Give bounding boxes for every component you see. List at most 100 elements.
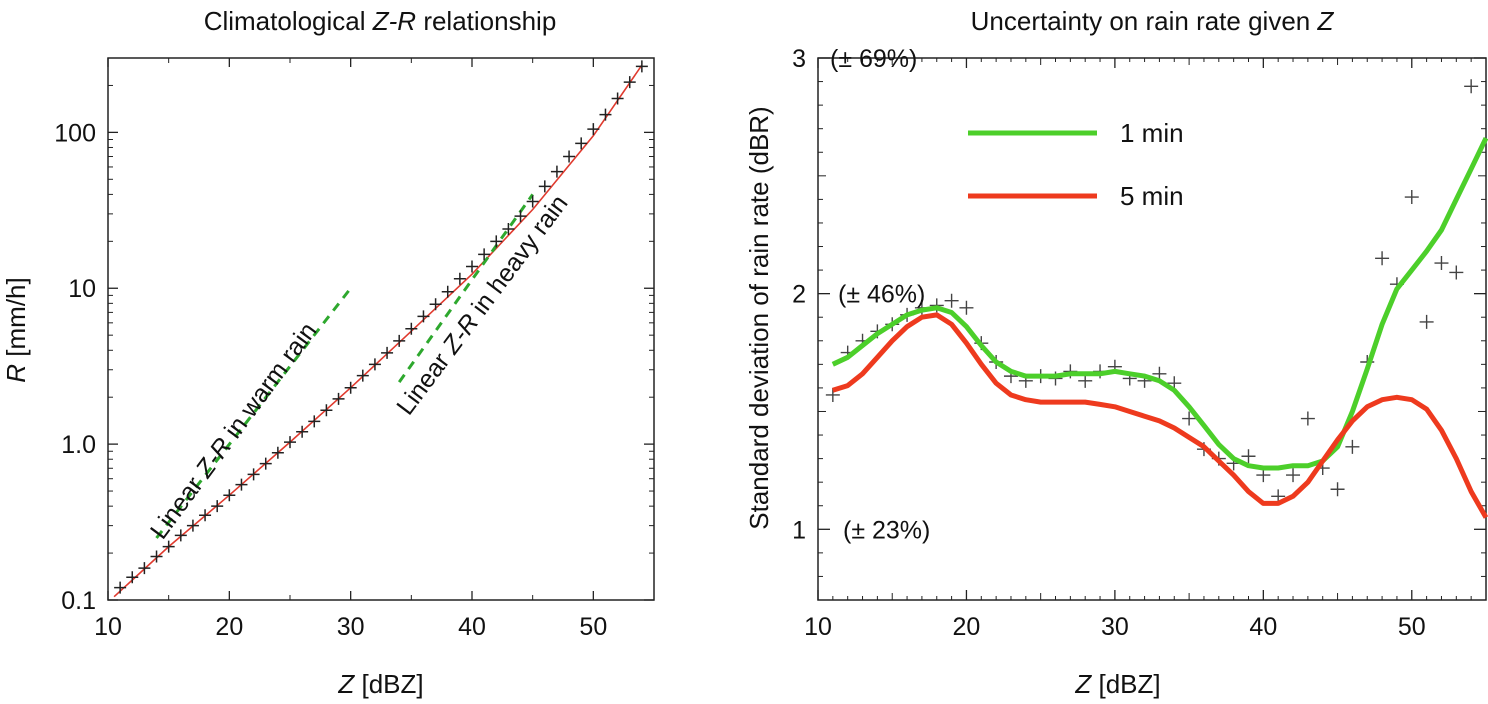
legend-label: 5 min (1120, 181, 1184, 211)
left-y-axis-label: R [mm/h] (1, 277, 31, 382)
x-tick-label: 30 (337, 613, 365, 641)
uncertainty-panel: Uncertainty on rain rate given Z 10 20 30 4… (744, 6, 1488, 699)
data-point-marker (514, 210, 527, 223)
x-tick-label: 50 (1398, 613, 1426, 641)
data-point-marker (635, 60, 648, 73)
data-point-marker (1404, 190, 1419, 205)
series-5-min-line (832, 312, 1488, 519)
data-point-marker (1300, 411, 1315, 426)
y-tick-label: 0.1 (61, 587, 96, 615)
data-point-marker (138, 562, 151, 575)
data-point-marker (1375, 251, 1390, 266)
data-point-marker (223, 489, 236, 502)
data-point-marker (1464, 79, 1479, 94)
percent-annotation: (± 46%) (838, 281, 925, 309)
data-point-marker (259, 457, 272, 470)
data-point-marker (114, 581, 127, 594)
x-tick-label: 20 (215, 613, 243, 641)
data-point-marker (1330, 482, 1345, 497)
data-point-marker (296, 425, 309, 438)
data-point-marker (186, 519, 199, 532)
data-point-marker (405, 322, 418, 335)
data-point-marker (284, 436, 296, 449)
x-tick-label: 10 (94, 613, 122, 641)
right-chart-title: Uncertainty on rain rate given Z (971, 6, 1335, 36)
percent-annotation: (± 69%) (830, 45, 917, 73)
data-point-marker (247, 468, 260, 481)
data-point-marker (1286, 468, 1301, 483)
left-axis-ticks: 10 20 30 40 50 0.1 1.0 10 100 (54, 57, 654, 641)
y-tick-label: 100 (54, 119, 96, 147)
zr-relationship-panel: Climatological Z-R relationship 10 20 30 40… (1, 6, 655, 699)
left-x-axis-label: Z [dBZ] (337, 669, 423, 699)
data-point-marker (623, 76, 636, 89)
data-point-marker (199, 509, 212, 522)
x-tick-label: 10 (804, 613, 832, 641)
data-point-marker (959, 300, 974, 315)
zr-fit-line (113, 64, 643, 598)
right-axis-ticks: 10 20 30 40 50 1 2 3 (792, 45, 1486, 641)
data-point-marker (1182, 411, 1197, 426)
data-point-marker (162, 540, 175, 553)
legend-label: 1 min (1120, 118, 1184, 148)
series-1-min-line (831, 137, 1488, 471)
left-plot-series (113, 60, 648, 598)
x-tick-label: 50 (579, 613, 607, 641)
data-point-marker (466, 260, 478, 273)
data-point-marker (174, 529, 187, 542)
data-point-marker (587, 123, 600, 136)
right-plot-series (825, 79, 1488, 519)
data-point-marker (1434, 256, 1449, 271)
data-point-marker (1419, 314, 1434, 329)
data-point-marker (1449, 265, 1464, 280)
data-point-marker (308, 415, 321, 428)
y-tick-label: 1 (792, 516, 806, 544)
data-point-marker (478, 248, 491, 261)
linear-zr-dashed-line (155, 287, 352, 539)
data-point-marker (526, 195, 539, 208)
data-point-marker (1241, 449, 1256, 464)
left-plot-annotations: Linear Z-R in warm rain Linear Z-R in hea… (145, 190, 574, 544)
data-point-marker (235, 478, 248, 491)
y-tick-label: 10 (68, 275, 96, 303)
left-plot-frame (107, 57, 655, 601)
y-tick-label: 3 (792, 45, 806, 73)
data-point-marker (429, 298, 442, 311)
data-point-marker (271, 446, 284, 459)
x-tick-label: 40 (1249, 613, 1277, 641)
data-point-marker (575, 137, 588, 150)
x-tick-label: 20 (953, 613, 981, 641)
data-point-marker (126, 571, 139, 584)
data-point-marker (453, 272, 466, 285)
data-point-marker (599, 108, 612, 121)
data-point-marker (550, 165, 563, 178)
data-point-marker (1345, 439, 1360, 454)
data-point-marker (441, 285, 454, 298)
y-tick-label: 2 (792, 281, 806, 309)
right-plot-frame (817, 57, 1487, 601)
data-point-marker (150, 550, 163, 563)
data-point-marker (490, 235, 503, 248)
percent-annotation: (± 23%) (843, 516, 930, 544)
right-x-axis-label: Z [dBZ] (1074, 669, 1160, 699)
data-point-marker (368, 358, 381, 371)
data-point-marker (344, 381, 357, 394)
left-chart-title: Climatological Z-R relationship (204, 6, 557, 36)
x-tick-label: 30 (1101, 613, 1129, 641)
linear-zr-dashed-line (397, 193, 534, 383)
data-point-marker (320, 404, 333, 417)
data-point-marker (417, 310, 430, 323)
data-point-marker (944, 293, 959, 308)
data-point-marker (356, 369, 369, 382)
right-legend: 1 min 5 min (968, 118, 1184, 211)
data-point-marker (538, 180, 551, 193)
data-point-marker (211, 500, 224, 513)
data-point-marker (332, 392, 345, 405)
linear-zr-annotation: Linear Z-R in heavy rain (391, 190, 573, 420)
right-y-axis-label: Standard deviation of rain rate (dBR) (744, 106, 774, 529)
data-point-marker (611, 92, 624, 105)
y-tick-label: 1.0 (61, 431, 96, 459)
data-point-marker (563, 150, 576, 163)
linear-zr-annotation: Linear Z-R in warm rain (145, 317, 323, 544)
